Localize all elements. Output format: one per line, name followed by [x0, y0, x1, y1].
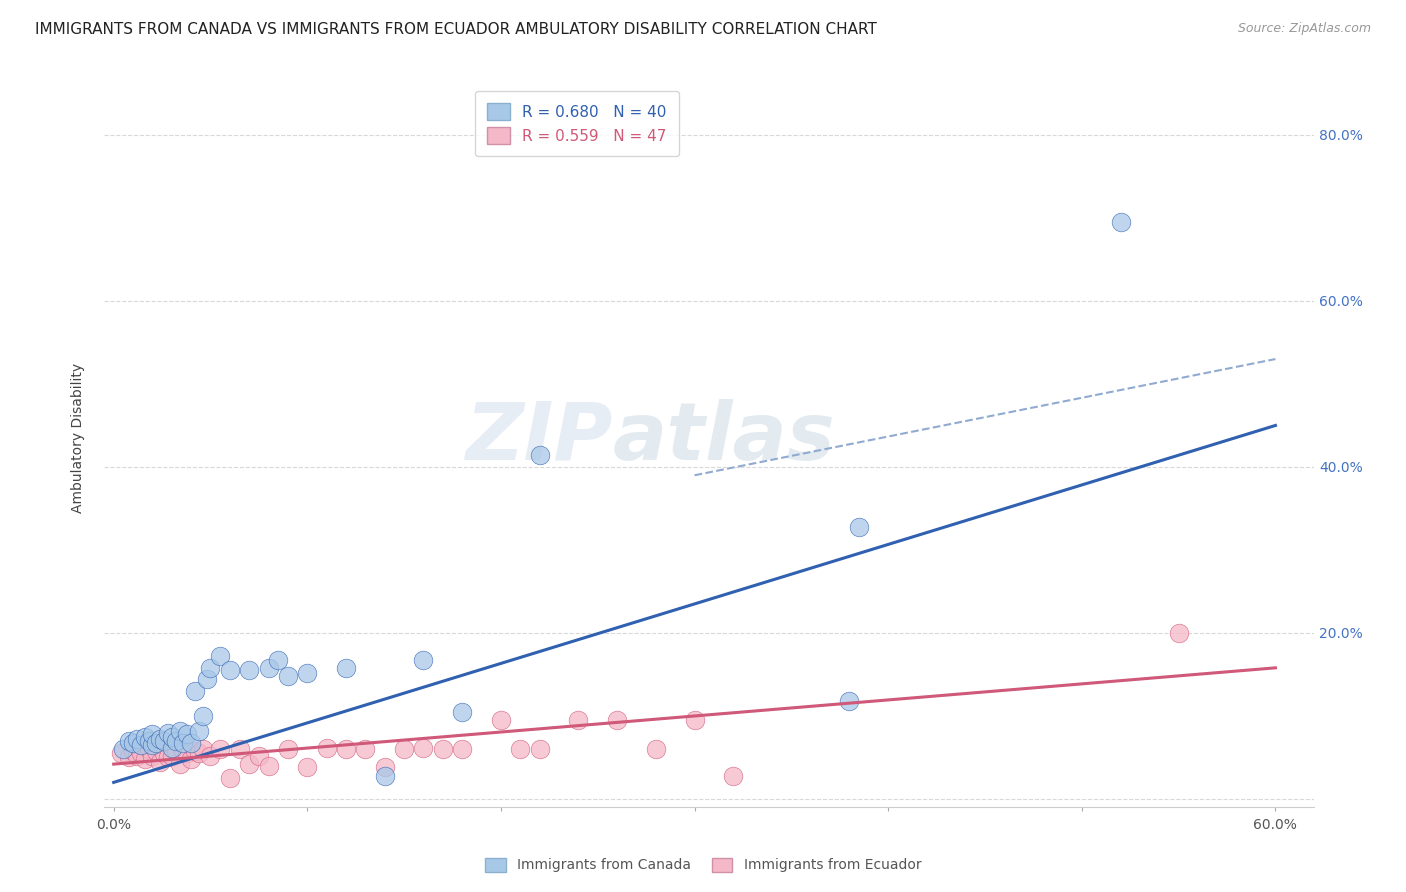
Point	[489, 713, 512, 727]
Point	[218, 771, 240, 785]
Point	[529, 448, 551, 462]
Point	[165, 734, 187, 748]
Point	[315, 740, 337, 755]
Point	[644, 742, 666, 756]
Point	[354, 742, 377, 756]
Point	[169, 757, 191, 772]
Point	[122, 744, 145, 758]
Point	[141, 748, 163, 763]
Point	[451, 705, 474, 719]
Point	[118, 734, 141, 748]
Point	[257, 759, 280, 773]
Point	[335, 661, 357, 675]
Point	[432, 742, 454, 756]
Point	[838, 694, 860, 708]
Point	[122, 735, 145, 749]
Point	[156, 750, 179, 764]
Text: atlas: atlas	[612, 399, 835, 477]
Point	[165, 744, 187, 758]
Point	[335, 742, 357, 756]
Point	[149, 732, 172, 747]
Point	[112, 742, 135, 756]
Point	[567, 713, 589, 727]
Point	[267, 652, 290, 666]
Point	[160, 740, 183, 755]
Point	[118, 750, 141, 764]
Point	[374, 769, 396, 783]
Point	[451, 742, 474, 756]
Point	[129, 747, 152, 761]
Point	[184, 744, 207, 758]
Text: IMMIGRANTS FROM CANADA VS IMMIGRANTS FROM ECUADOR AMBULATORY DISABILITY CORRELAT: IMMIGRANTS FROM CANADA VS IMMIGRANTS FRO…	[35, 22, 877, 37]
Point	[134, 752, 156, 766]
Point	[412, 652, 434, 666]
Point	[145, 735, 167, 749]
Point	[529, 742, 551, 756]
Point	[723, 769, 745, 783]
Point	[277, 669, 299, 683]
Point	[145, 744, 167, 758]
Point	[683, 713, 706, 727]
Point	[138, 742, 160, 756]
Point	[247, 748, 270, 763]
Point	[209, 649, 232, 664]
Y-axis label: Ambulatory Disability: Ambulatory Disability	[72, 363, 86, 513]
Point	[257, 661, 280, 675]
Point	[218, 663, 240, 677]
Point	[297, 760, 319, 774]
Point	[138, 734, 160, 748]
Point	[200, 661, 222, 675]
Point	[160, 730, 183, 744]
Point	[848, 519, 870, 533]
Point	[606, 713, 628, 727]
Point	[209, 742, 232, 756]
Point	[1109, 215, 1132, 229]
Point	[412, 740, 434, 755]
Point	[392, 742, 415, 756]
Point	[187, 723, 209, 738]
Point	[156, 725, 179, 739]
Point	[297, 665, 319, 680]
Point	[191, 742, 214, 756]
Point	[195, 672, 218, 686]
Point	[172, 744, 194, 758]
Point	[169, 723, 191, 738]
Point	[176, 747, 198, 761]
Point	[129, 738, 152, 752]
Point	[180, 752, 202, 766]
Point	[149, 755, 172, 769]
Point	[277, 742, 299, 756]
Point	[374, 760, 396, 774]
Point	[153, 747, 176, 761]
Point	[184, 684, 207, 698]
Point	[153, 734, 176, 748]
Point	[176, 727, 198, 741]
Point	[200, 748, 222, 763]
Legend: Immigrants from Canada, Immigrants from Ecuador: Immigrants from Canada, Immigrants from …	[479, 852, 927, 878]
Legend: R = 0.680   N = 40, R = 0.559   N = 47: R = 0.680 N = 40, R = 0.559 N = 47	[475, 91, 679, 156]
Point	[172, 735, 194, 749]
Point	[509, 742, 531, 756]
Point	[125, 748, 148, 763]
Point	[238, 663, 260, 677]
Point	[1167, 626, 1189, 640]
Point	[110, 747, 132, 761]
Point	[228, 742, 250, 756]
Point	[141, 738, 163, 752]
Point	[180, 735, 202, 749]
Point	[187, 747, 209, 761]
Point	[141, 727, 163, 741]
Text: Source: ZipAtlas.com: Source: ZipAtlas.com	[1237, 22, 1371, 36]
Point	[134, 730, 156, 744]
Text: ZIP: ZIP	[465, 399, 612, 477]
Point	[125, 732, 148, 747]
Point	[191, 709, 214, 723]
Point	[160, 748, 183, 763]
Point	[238, 757, 260, 772]
